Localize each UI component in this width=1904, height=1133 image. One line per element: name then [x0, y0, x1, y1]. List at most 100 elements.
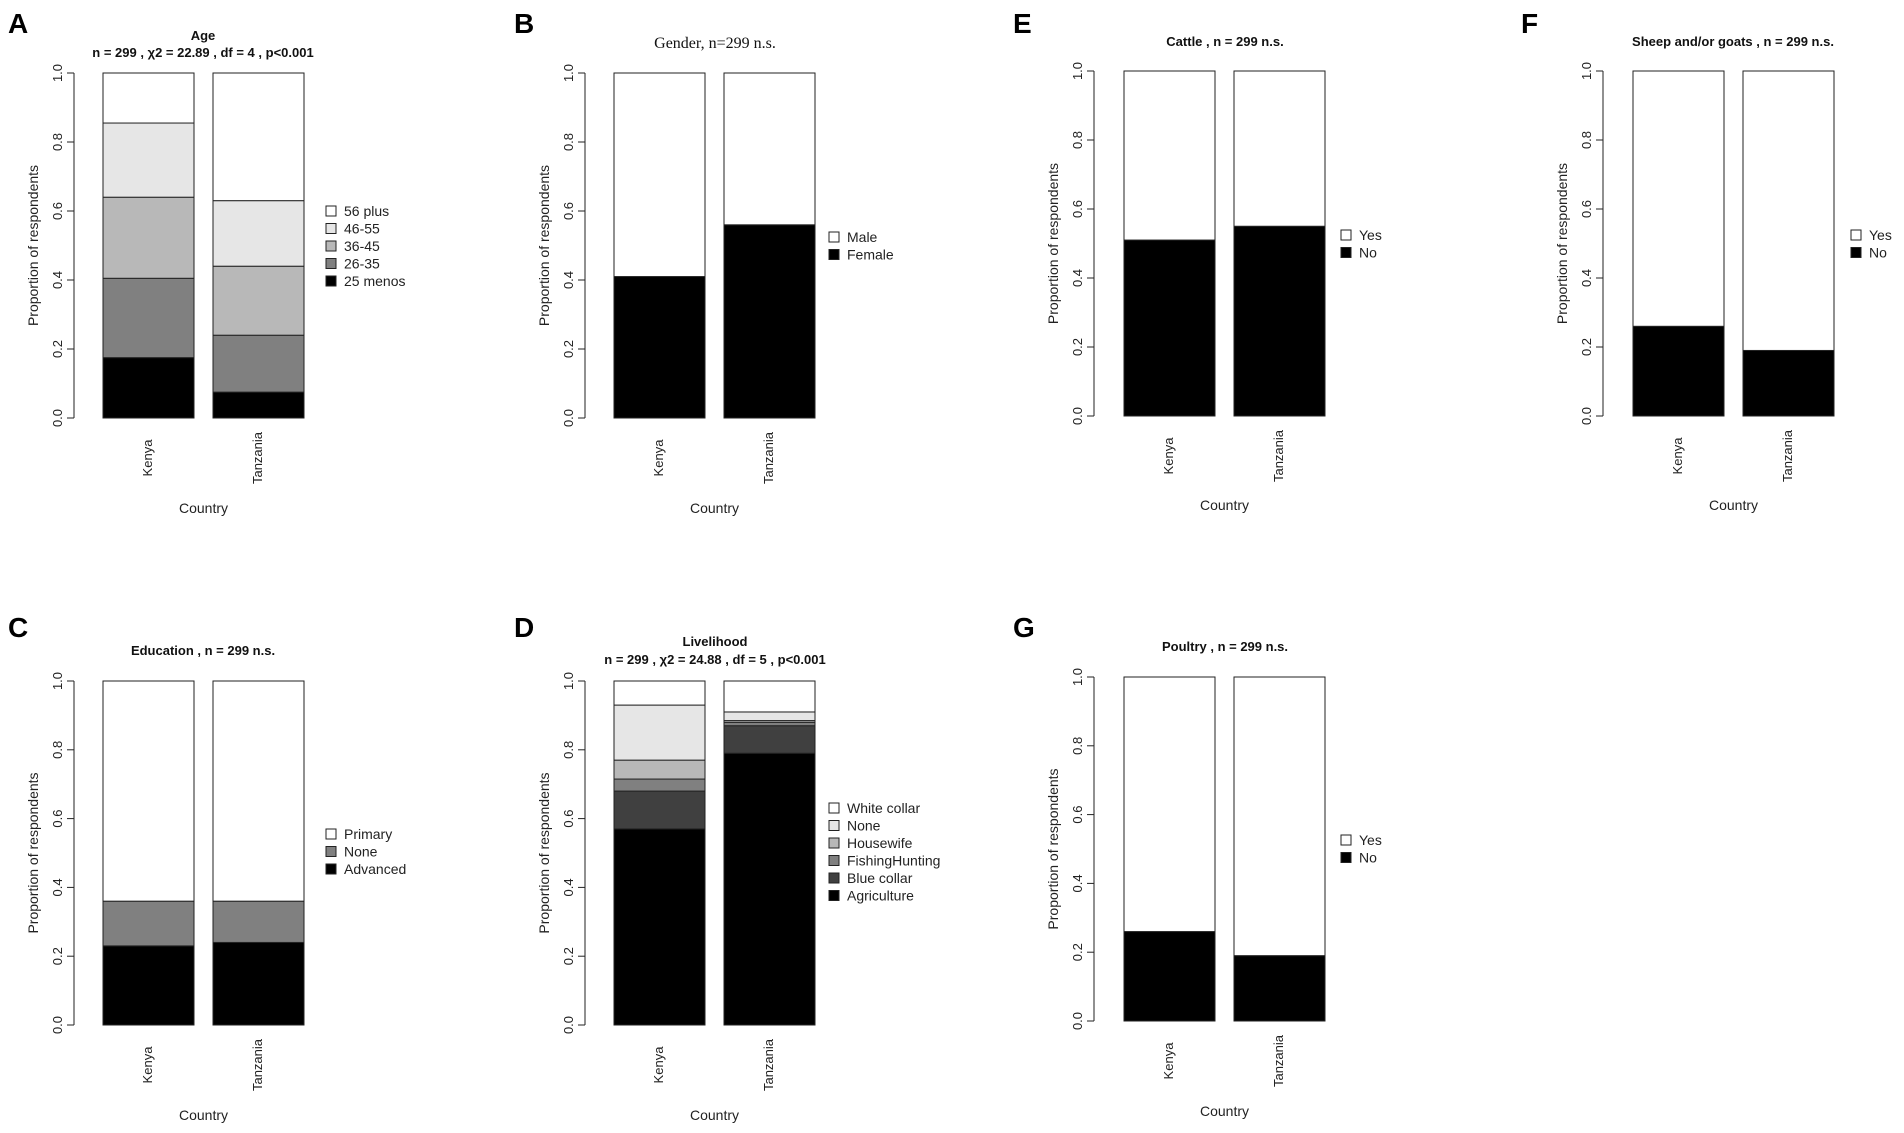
y-axis-title: Proportion of respondents	[536, 772, 552, 933]
legend-label: No	[1359, 245, 1377, 261]
bar-segment	[102, 122, 195, 198]
y-tick-label: 1.0	[561, 672, 576, 690]
bar-segment	[212, 941, 305, 1026]
panel-f: F Sheep and/or goats , n = 299 n.s. 0.0 0.2…	[1521, 8, 1892, 513]
bar-segment	[1233, 955, 1326, 1022]
legend-label: 46-55	[344, 221, 380, 237]
y-tick-label: 0.2	[1070, 338, 1085, 356]
bar-segment	[723, 721, 816, 727]
bar-segment	[212, 265, 305, 336]
bar-segment	[212, 900, 305, 943]
x-tick-label: Kenya	[140, 439, 155, 477]
y-tick-label: 0.8	[1070, 737, 1085, 755]
y-tick-label: 0.4	[1070, 874, 1085, 892]
panel-letter: A	[8, 8, 28, 39]
legend-label: White collar	[847, 800, 920, 816]
bar-segment	[212, 680, 305, 902]
y-tick-label: 1.0	[1070, 62, 1085, 80]
x-tick-label: Kenya	[1161, 1042, 1176, 1080]
y-tick-label: 1.0	[1579, 62, 1594, 80]
legend-swatch	[828, 872, 840, 884]
bar-segment	[613, 72, 706, 278]
panel-letter: D	[514, 612, 534, 643]
x-tick-label: Tanzania	[761, 1038, 776, 1091]
legend-swatch	[1340, 834, 1352, 846]
legend-swatch	[828, 231, 840, 243]
legend-label: Primary	[344, 826, 392, 842]
x-axis-title: Country	[1200, 1103, 1249, 1119]
bar-segment	[1632, 70, 1725, 327]
bar-segment	[723, 224, 816, 419]
y-tick-label: 0.6	[1070, 200, 1085, 218]
y-tick-label: 0.4	[1579, 269, 1594, 287]
panel-letter: G	[1013, 612, 1035, 643]
legend-label: No	[1359, 850, 1377, 866]
panel-b: B Gender, n=299 n.s. 0.0 0.2 0.4 0.6 0.8 1.0 Pro…	[514, 8, 894, 516]
panel-d: D Livelihood n = 299 , χ2 = 24.88 , df = 5…	[514, 612, 940, 1123]
bar-segment	[613, 828, 706, 1026]
y-tick-label: 1.0	[561, 64, 576, 82]
x-tick-label: Tanzania	[1271, 1034, 1286, 1087]
y-tick-label: 0.2	[1579, 338, 1594, 356]
bar-segment	[723, 752, 816, 1026]
x-tick-label: Kenya	[1161, 437, 1176, 475]
y-tick-label: 1.0	[50, 672, 65, 690]
chart-title: Age	[191, 28, 216, 43]
y-tick-label: 0.8	[1070, 131, 1085, 149]
bar-segment	[613, 704, 706, 761]
panel-e: E Cattle , n = 299 n.s. 0.0 0.2 0.4 0.6 0.8 1.0…	[1013, 8, 1382, 513]
legend-label: None	[344, 844, 378, 860]
panel-c: C Education , n = 299 n.s. 0.0 0.2 0.4 0.6 0.8…	[8, 612, 406, 1123]
x-tick-label: Tanzania	[761, 431, 776, 484]
panel-letter: B	[514, 8, 534, 39]
legend-label: None	[847, 818, 881, 834]
chart-title: Sheep and/or goats , n = 299 n.s.	[1632, 34, 1834, 49]
legend-label: 25 menos	[344, 273, 405, 289]
bar-segment	[1632, 325, 1725, 417]
x-axis-title: Country	[1200, 497, 1249, 513]
bar-segment	[102, 900, 195, 947]
legend-swatch	[325, 275, 337, 287]
legend-swatch	[325, 223, 337, 234]
legend-label: Yes	[1359, 227, 1382, 243]
panel-letter: E	[1013, 8, 1032, 39]
legend-swatch	[325, 205, 337, 217]
x-axis-title: Country	[179, 1107, 228, 1123]
y-axis-title: Proportion of respondents	[25, 165, 41, 326]
y-tick-label: 1.0	[50, 64, 65, 82]
legend-label: 56 plus	[344, 203, 389, 219]
bar-segment	[613, 759, 706, 780]
bar-segment	[102, 945, 195, 1026]
y-tick-label: 0.2	[50, 947, 65, 965]
y-tick-label: 0.4	[50, 271, 65, 289]
chart-title: Education , n = 299 n.s.	[131, 643, 275, 658]
bar-segment	[212, 72, 305, 202]
y-tick-label: 0.4	[50, 878, 65, 896]
chart-title: Cattle , n = 299 n.s.	[1166, 34, 1283, 49]
bar-segment	[723, 711, 816, 722]
y-tick-label: 0.4	[1070, 269, 1085, 287]
legend-swatch	[1340, 852, 1352, 863]
y-tick-label: 0.8	[50, 741, 65, 759]
y-tick-label: 0.6	[1579, 200, 1594, 218]
legend-swatch	[828, 890, 840, 901]
chart-subtitle: n = 299 , χ2 = 24.88 , df = 5 , p<0.001	[604, 652, 825, 667]
chart-subtitle: n = 299 , χ2 = 22.89 , df = 4 , p<0.001	[92, 45, 313, 60]
y-tick-label: 0.6	[1070, 806, 1085, 824]
bar-segment	[102, 196, 195, 279]
legend-label: No	[1869, 245, 1887, 261]
x-tick-label: Tanzania	[250, 431, 265, 484]
bar-segment	[1123, 239, 1216, 417]
x-tick-label: Kenya	[651, 1046, 666, 1084]
bar-segment	[1742, 70, 1835, 351]
y-tick-label: 0.4	[561, 271, 576, 289]
bar-segment	[1233, 676, 1326, 957]
bar-segment	[102, 357, 195, 419]
x-tick-label: Kenya	[140, 1046, 155, 1084]
x-tick-label: Kenya	[1670, 437, 1685, 475]
bar-segment	[212, 200, 305, 267]
bar-segment	[723, 72, 816, 226]
y-tick-label: 0.0	[1070, 407, 1085, 425]
y-tick-label: 0.0	[1579, 407, 1594, 425]
y-tick-label: 0.2	[561, 947, 576, 965]
